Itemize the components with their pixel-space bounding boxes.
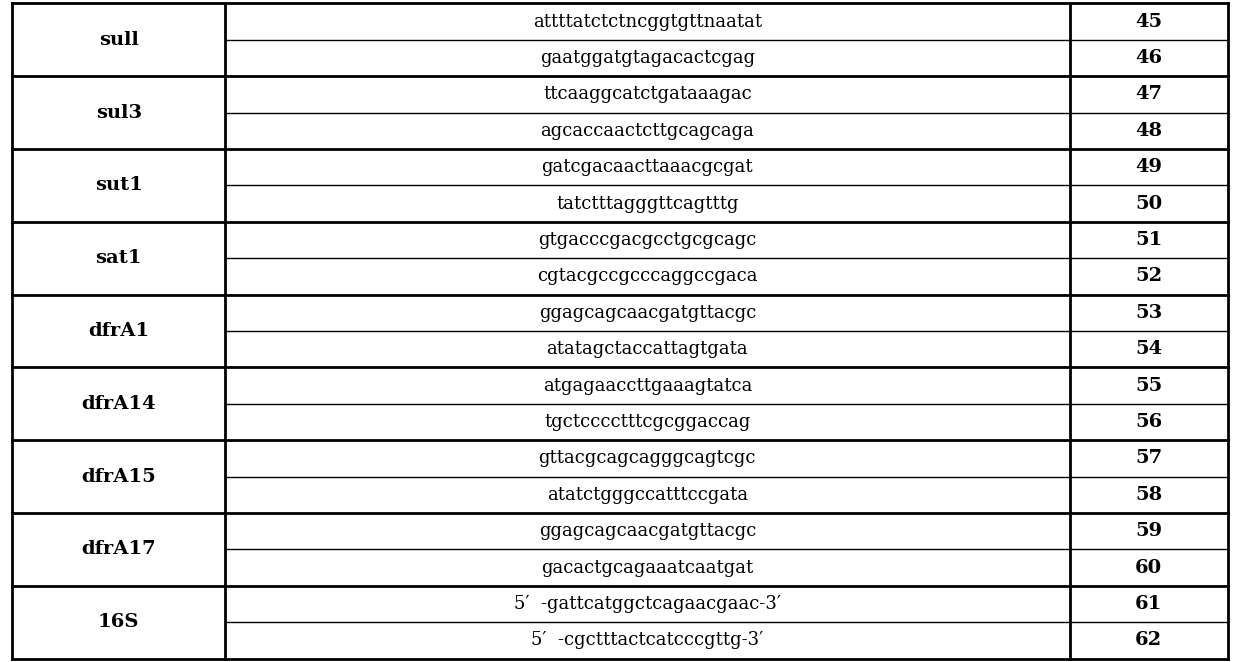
Text: 5′  -gattcatggctcagaacgaac-3′: 5′ -gattcatggctcagaacgaac-3′ (513, 595, 781, 613)
Text: 53: 53 (1135, 304, 1162, 322)
Text: attttatctctncggtgttnaatat: attttatctctncggtgttnaatat (533, 13, 761, 30)
Text: atgagaaccttgaaagtatca: atgagaaccttgaaagtatca (543, 377, 751, 395)
Text: 54: 54 (1135, 340, 1162, 358)
Text: 47: 47 (1135, 85, 1162, 103)
Text: ggagcagcaacgatgttacgc: ggagcagcaacgatgttacgc (538, 304, 756, 322)
Text: 51: 51 (1135, 231, 1162, 249)
Text: ttcaaggcatctgataaagac: ttcaaggcatctgataaagac (543, 85, 751, 103)
Text: dfrA15: dfrA15 (82, 467, 156, 486)
Text: atatctgggccatttccgata: atatctgggccatttccgata (547, 486, 748, 504)
Text: 60: 60 (1135, 559, 1162, 577)
Text: tatctttagggttcagtttg: tatctttagggttcagtttg (556, 195, 739, 213)
Text: sat1: sat1 (95, 249, 143, 267)
Text: 62: 62 (1135, 632, 1162, 649)
Text: agcaccaactcttgcagcaga: agcaccaactcttgcagcaga (541, 122, 754, 140)
Text: gtgacccgacgcctgcgcagc: gtgacccgacgcctgcgcagc (538, 231, 756, 249)
Text: 55: 55 (1135, 377, 1162, 395)
Text: gacactgcagaaatcaatgat: gacactgcagaaatcaatgat (541, 559, 754, 577)
Text: 57: 57 (1135, 449, 1162, 467)
Text: gaatggatgtagacactcgag: gaatggatgtagacactcgag (539, 49, 755, 67)
Text: 59: 59 (1135, 522, 1162, 540)
Text: dfrA17: dfrA17 (82, 540, 156, 559)
Text: 16S: 16S (98, 613, 139, 632)
Text: gttacgcagcagggcagtcgc: gttacgcagcagggcagtcgc (538, 449, 756, 467)
Text: 45: 45 (1135, 13, 1162, 30)
Text: dfrA14: dfrA14 (82, 395, 156, 413)
Text: sul3: sul3 (95, 103, 141, 122)
Text: 58: 58 (1135, 486, 1162, 504)
Text: tgctcccctttcgcggaccag: tgctcccctttcgcggaccag (544, 413, 750, 431)
Text: 49: 49 (1135, 158, 1162, 176)
Text: ggagcagcaacgatgttacgc: ggagcagcaacgatgttacgc (538, 522, 756, 540)
Text: 52: 52 (1135, 267, 1162, 285)
Text: atatagctaccattagtgata: atatagctaccattagtgata (547, 340, 748, 358)
Text: sut1: sut1 (94, 176, 143, 195)
Text: 46: 46 (1135, 49, 1162, 67)
Text: 50: 50 (1135, 195, 1162, 213)
Text: cgtacgccgcccaggccgaca: cgtacgccgcccaggccgaca (537, 267, 758, 285)
Text: 5′  -cgctttactcatcccgttg-3′: 5′ -cgctttactcatcccgttg-3′ (531, 632, 764, 649)
Text: 48: 48 (1135, 122, 1162, 140)
Text: 61: 61 (1135, 595, 1162, 613)
Text: gatcgacaacttaaacgcgat: gatcgacaacttaaacgcgat (542, 158, 753, 176)
Text: sull: sull (99, 30, 139, 49)
Text: 56: 56 (1135, 413, 1162, 431)
Text: dfrA1: dfrA1 (88, 322, 149, 340)
